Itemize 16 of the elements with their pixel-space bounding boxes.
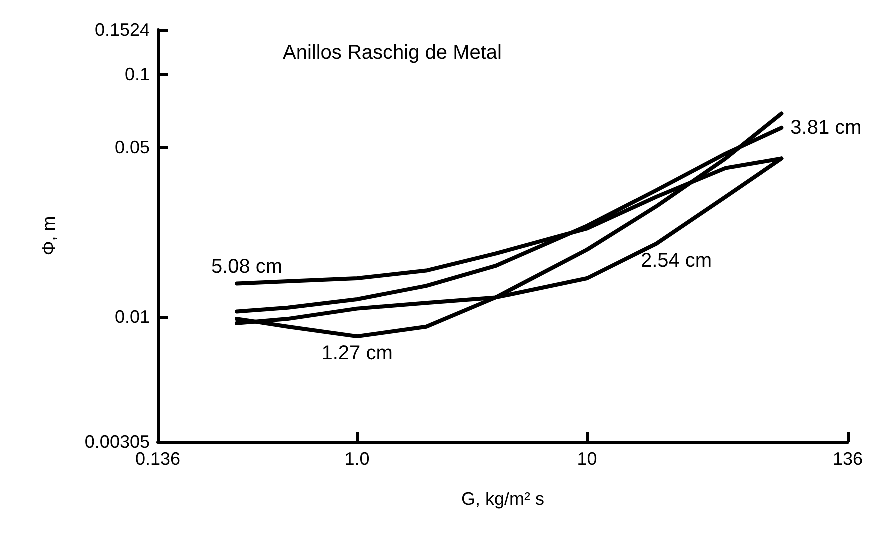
x-tick-label: 10 (577, 449, 598, 469)
series-label: 5.08 cm (211, 256, 283, 278)
x-tick-label: 1.0 (344, 449, 370, 469)
y-axis-title: Φ, m (39, 216, 59, 256)
y-tick-label: 0.01 (114, 306, 150, 327)
x-axis-title: G, kg/m² s (461, 489, 545, 509)
y-tick-label: 0.1524 (94, 20, 150, 40)
x-tick-label: 136 (832, 449, 864, 469)
text: Anillos Raschig de Metal (283, 42, 502, 64)
x-tick-label: 0.136 (135, 449, 181, 469)
series-label: 1.27 cm (322, 342, 393, 365)
y-tick-label: 0.05 (114, 137, 150, 158)
series-label: 2.54 cm (640, 250, 712, 272)
y-tick-label: 0.00305 (84, 432, 150, 452)
series-label: 3.81 cm (790, 117, 862, 140)
y-tick-label: 0.1 (124, 64, 150, 84)
